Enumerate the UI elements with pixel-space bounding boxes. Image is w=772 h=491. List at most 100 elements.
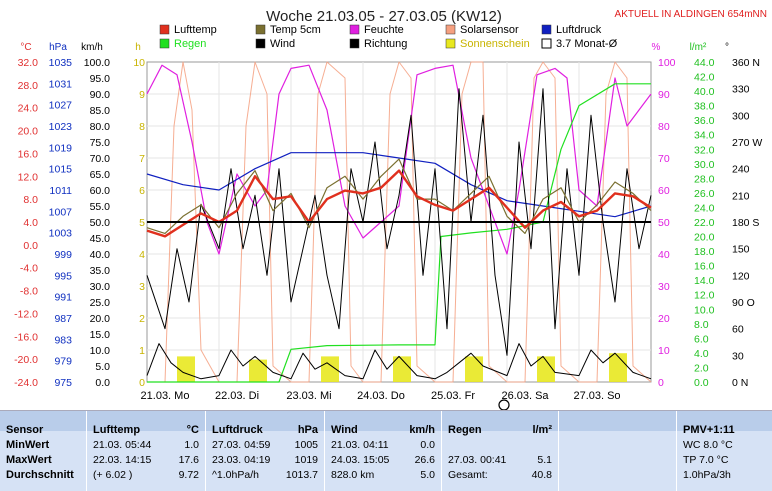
- divider: [558, 411, 559, 491]
- temp-tick-6: 8.0: [23, 194, 38, 206]
- humidity-tick-10: 0: [658, 377, 664, 389]
- stats-wind-distance: 828.0 km: [331, 469, 375, 481]
- pressure-tick-8: 1003: [49, 228, 73, 240]
- stats-header-bar: [0, 411, 772, 431]
- stats-pmv-header: PMV+1:11: [683, 424, 735, 436]
- rain-tick-9: 26.0: [694, 188, 715, 200]
- wind-tick-2: 90.0: [90, 89, 111, 101]
- wind-tick-20: 0.0: [95, 377, 110, 389]
- stats-row-min-label: MinWert: [6, 439, 50, 451]
- temp-tick-2: 24.0: [18, 103, 39, 115]
- rain-tick-18: 8.0: [694, 319, 709, 331]
- time-slider-handle[interactable]: [498, 399, 510, 410]
- legend-label-1: Temp 5cm: [270, 24, 321, 36]
- stats-lufttemp-avg-value: 9.72: [178, 469, 199, 481]
- stats-wind-unit: km/h: [409, 424, 435, 436]
- pressure-tick-1: 1031: [49, 78, 73, 90]
- wind-tick-7: 65.0: [90, 169, 111, 181]
- humidity-tick-9: 10: [658, 345, 670, 357]
- unit-label-1: hPa: [49, 42, 67, 53]
- sunshine-bar-0: [177, 356, 195, 382]
- stats-col-wind: Wind km/h 21.03. 04:11 0.0 24.03. 15:05 …: [325, 411, 441, 491]
- direction-tick-3: 270 W: [732, 137, 762, 149]
- day-label-4: 25.03. Fr: [431, 390, 475, 402]
- rain-tick-20: 4.0: [694, 348, 709, 360]
- pressure-tick-13: 983: [54, 334, 72, 346]
- series-luftdruck: [146, 152, 652, 218]
- rain-tick-2: 40.0: [694, 86, 715, 98]
- pressure-tick-0: 1035: [49, 57, 73, 69]
- humidity-tick-4: 60: [658, 185, 670, 197]
- stats-col-sensor: Sensor MinWert MaxWert Durchschnitt: [0, 411, 86, 491]
- rain-tick-14: 16.0: [694, 261, 715, 273]
- stats-row-max-label: MaxWert: [6, 454, 52, 466]
- legend-swatch-3: [445, 24, 456, 35]
- rain-tick-3: 38.0: [694, 101, 715, 113]
- sun-tick-7: 3: [139, 281, 145, 293]
- rain-tick-6: 32.0: [694, 144, 715, 156]
- temp-tick-11: -12.0: [14, 308, 38, 320]
- legend-swatch-6: [255, 38, 266, 49]
- stats-luftdruck-unit: hPa: [297, 424, 318, 436]
- temp-tick-14: -24.0: [14, 377, 38, 389]
- rain-tick-19: 6.0: [694, 333, 709, 345]
- temp-tick-5: 12.0: [18, 171, 39, 183]
- stats-regen-total-label: Gesamt:: [448, 469, 488, 481]
- stats-lufttemp-avg-note: (+ 6.02 ): [93, 469, 133, 481]
- series-lufttemp: [146, 169, 652, 238]
- wind-tick-19: 5.0: [95, 361, 110, 373]
- stats-pmv-windchill: WC 8.0 °C: [683, 439, 733, 451]
- legend-label-4: Luftdruck: [556, 24, 602, 36]
- wind-tick-18: 10.0: [90, 345, 111, 357]
- stats-lufttemp-min-value: 1.0: [184, 439, 199, 451]
- direction-tick-5: 210: [732, 190, 750, 202]
- series-layer: [146, 61, 652, 383]
- wind-tick-16: 20.0: [90, 313, 111, 325]
- divider: [441, 411, 442, 491]
- stats-regen-unit: l/m²: [532, 424, 552, 436]
- legend-swatch-2: [349, 24, 360, 35]
- stats-luftdruck-min-value: 1005: [294, 439, 318, 451]
- stats-luftdruck-avg-value: 1013.7: [285, 469, 318, 481]
- rain-tick-13: 18.0: [694, 246, 715, 258]
- rain-tick-5: 34.0: [694, 130, 715, 142]
- humidity-tick-5: 50: [658, 217, 670, 229]
- pressure-tick-9: 999: [54, 249, 72, 261]
- pressure-tick-11: 991: [54, 292, 72, 304]
- wind-tick-17: 15.0: [90, 329, 111, 341]
- pressure-tick-14: 979: [54, 356, 72, 368]
- sun-tick-8: 2: [139, 313, 145, 325]
- day-label-1: 22.03. Di: [215, 390, 259, 402]
- humidity-tick-7: 30: [658, 281, 670, 293]
- stats-lufttemp-min-time: 21.03. 05:44: [93, 439, 152, 451]
- pressure-tick-5: 1015: [49, 164, 73, 176]
- stats-wind-avg-value: 5.0: [420, 469, 435, 481]
- stats-sensor-header: Sensor: [6, 424, 44, 436]
- wind-tick-15: 25.0: [90, 297, 111, 309]
- rain-tick-10: 24.0: [694, 202, 715, 214]
- legend-label-6: Wind: [270, 38, 295, 50]
- rain-tick-12: 20.0: [694, 232, 715, 244]
- pressure-tick-3: 1023: [49, 121, 73, 133]
- legend-label-5: Regen: [174, 38, 206, 50]
- rain-tick-21: 2.0: [694, 362, 709, 374]
- humidity-tick-6: 40: [658, 249, 670, 261]
- stats-lufttemp-unit: °C: [186, 424, 199, 436]
- legend-label-3: Solarsensor: [460, 24, 519, 36]
- temp-tick-12: -16.0: [14, 331, 38, 343]
- stats-regen-total-value: 40.8: [531, 469, 552, 481]
- unit-label-2: km/h: [81, 42, 103, 53]
- sunshine-bar-6: [609, 353, 627, 382]
- direction-tick-4: 240: [732, 164, 750, 176]
- rain-tick-7: 30.0: [694, 159, 715, 171]
- wind-tick-14: 30.0: [90, 281, 111, 293]
- stats-regen-max-value: 5.1: [537, 454, 552, 466]
- wind-tick-3: 85.0: [90, 105, 111, 117]
- direction-tick-9: 90 O: [732, 297, 755, 309]
- unit-label-4: %: [652, 42, 661, 53]
- temp-tick-0: 32.0: [18, 57, 39, 69]
- pressure-tick-7: 1007: [49, 206, 73, 218]
- stats-luftdruck-header: Luftdruck: [212, 424, 263, 436]
- sun-tick-10: 0: [139, 377, 145, 389]
- stats-wind-min-time: 21.03. 04:11: [331, 439, 389, 451]
